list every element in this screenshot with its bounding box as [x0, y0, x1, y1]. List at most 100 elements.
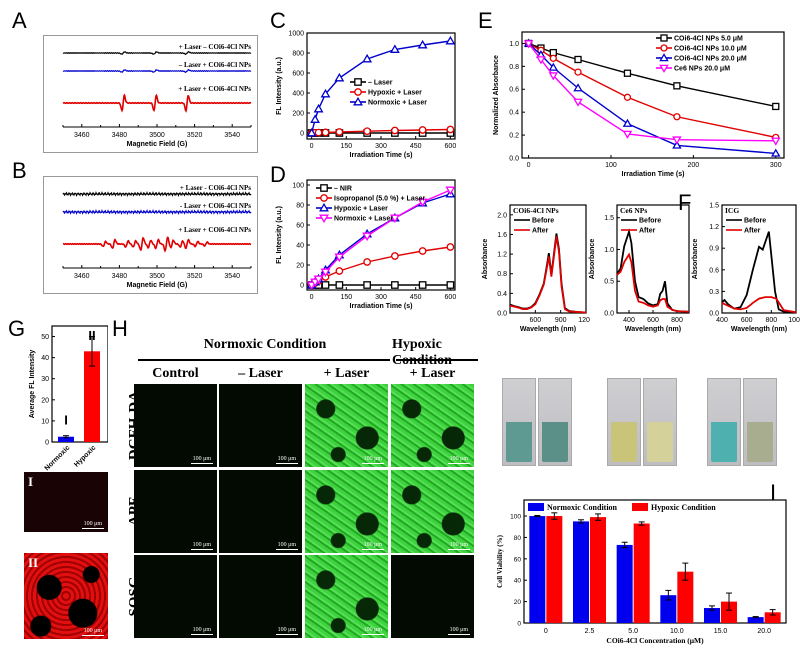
legend-label: – Laser	[368, 80, 393, 87]
y-tick-label: 0.8	[509, 64, 519, 71]
scale-bar: 100 μm	[361, 627, 384, 635]
marker-square	[320, 184, 328, 192]
x-axis-label: COi6-4Cl Concentration (μM)	[606, 636, 704, 645]
y-tick-label: 1.0	[509, 41, 519, 48]
plot-frame	[509, 204, 587, 314]
scale-bar: 100 μm	[361, 542, 384, 550]
marker-circle	[320, 194, 328, 202]
x-tick-label: 20.0	[757, 628, 771, 635]
series-line	[528, 42, 776, 108]
epr-trace-1	[62, 68, 252, 74]
chart-f2-ce6-absorbance: 400 600 800 0.0 0.5 1.0 1.5 Wavelength (nm) Abso…	[589, 204, 690, 333]
marker-square	[772, 102, 780, 111]
panel-label-i: I	[770, 480, 777, 505]
series-3	[523, 40, 781, 146]
marker-square	[321, 281, 330, 289]
series-3	[306, 186, 456, 291]
marker-circle	[673, 113, 681, 121]
y-tick-label: 600	[292, 70, 304, 77]
marker-triangle-down	[536, 56, 546, 65]
marker-circle	[363, 127, 371, 136]
micrograph-dark: 100 μm	[219, 384, 302, 467]
trace-label: + Laser - COi6-4Cl NPs	[180, 184, 251, 192]
x-tick-label: 400	[716, 317, 728, 324]
marker-triangle	[319, 202, 329, 212]
series-line	[311, 189, 451, 286]
y-tick-label: 200	[292, 110, 304, 117]
y-tick-label: 80	[296, 202, 304, 209]
chart-title: ICG	[725, 206, 739, 215]
legend-swatch	[632, 503, 648, 511]
marker-square	[363, 281, 371, 289]
g-image-normoxic: I 100 μm	[24, 472, 108, 532]
y-axis-label: FL Intensity (a.u.)	[276, 206, 283, 264]
cuvette-liquid	[647, 422, 673, 462]
marker-square	[660, 34, 668, 42]
y-tick-label: 400	[292, 90, 304, 97]
bar	[747, 617, 764, 623]
marker-triangle-down	[313, 275, 324, 285]
marker-triangle	[362, 53, 373, 63]
y-tick-label: 0.2	[509, 133, 519, 140]
legend-label: Before	[744, 218, 766, 225]
plot-frame	[721, 204, 797, 314]
chart-e-normalized-absorbance: 0 100 200 300 0.0 0.2 0.4 0.6 0.8 1.0 Irradiation …	[493, 31, 785, 178]
x-tick-label: 3540	[224, 273, 240, 280]
legend-label: After	[744, 228, 761, 235]
marker-triangle	[672, 140, 682, 149]
y-tick-label: 0.8	[497, 271, 507, 278]
bar	[721, 601, 737, 623]
bar	[546, 516, 563, 623]
marker-square	[391, 281, 399, 289]
marker-triangle	[334, 72, 345, 82]
g-image-hypoxic: II 100 μm	[24, 553, 108, 639]
x-tick-label: 450	[410, 294, 422, 301]
trace-label: - Laser + COi6-4Cl NPs	[180, 202, 251, 210]
y-tick-label: 1.5	[604, 215, 614, 222]
y-tick-label: 0	[517, 621, 521, 628]
cuvette-liquid	[542, 422, 568, 462]
x-tick-label: 10.0	[670, 628, 684, 635]
y-tick-label: 40	[41, 355, 49, 362]
epr-trace-1	[62, 208, 252, 216]
legend-label: – NIR	[334, 186, 352, 193]
y-tick-label: 800	[292, 50, 304, 57]
marker-triangle	[320, 88, 331, 98]
scale-bar: 100 μm	[275, 627, 298, 635]
legend-label: Isopropanol (5.0 %) + Laser	[334, 196, 425, 203]
marker-triangle-down	[548, 72, 559, 81]
micrograph-dark: 100 μm	[134, 384, 217, 467]
marker-triangle	[417, 39, 428, 49]
x-axis-label: Magnetic Field (G)	[127, 141, 188, 148]
marker-triangle	[659, 53, 669, 62]
x-tick-label: 5.0	[628, 628, 638, 635]
micrograph-fluorescent: 100 μm	[305, 384, 388, 467]
marker-square	[354, 78, 362, 86]
legend-label: Hypoxic + Laser	[334, 206, 388, 213]
micrograph-dark: 100 μm	[219, 555, 302, 638]
marker-triangle-down	[389, 214, 400, 224]
panel-label-b: B	[12, 158, 27, 183]
legend-label: COi6-4Cl NPs 10.0 μM	[674, 46, 747, 53]
x-axis-label: Wavelength (nm)	[520, 326, 576, 333]
y-tick-label: 20	[514, 599, 522, 606]
x-tick-label: 600	[445, 143, 457, 150]
y-tick-label: 2.0	[497, 212, 507, 219]
x-tick-label: 3460	[74, 273, 90, 280]
micrograph-dark: 100 μm	[134, 470, 217, 553]
y-tick-label: 1.6	[497, 232, 507, 239]
g-image-label-i: I	[28, 474, 34, 489]
x-tick-label: 1000	[788, 317, 800, 324]
legend-label: Before	[639, 218, 661, 225]
micrograph-fluorescent: 100 μm	[305, 470, 388, 553]
series-0	[509, 233, 587, 314]
marker-circle	[335, 128, 344, 136]
scale-bar: 100 μm	[81, 628, 104, 636]
g-image-label-ii: II	[28, 555, 39, 570]
legend-label: Before	[532, 218, 554, 225]
legend-label: Normoxic Condition	[547, 503, 618, 512]
y-tick-label: 40	[296, 242, 304, 249]
x-tick-label: Normoxic	[44, 444, 72, 472]
x-tick-label: 3500	[149, 132, 165, 139]
